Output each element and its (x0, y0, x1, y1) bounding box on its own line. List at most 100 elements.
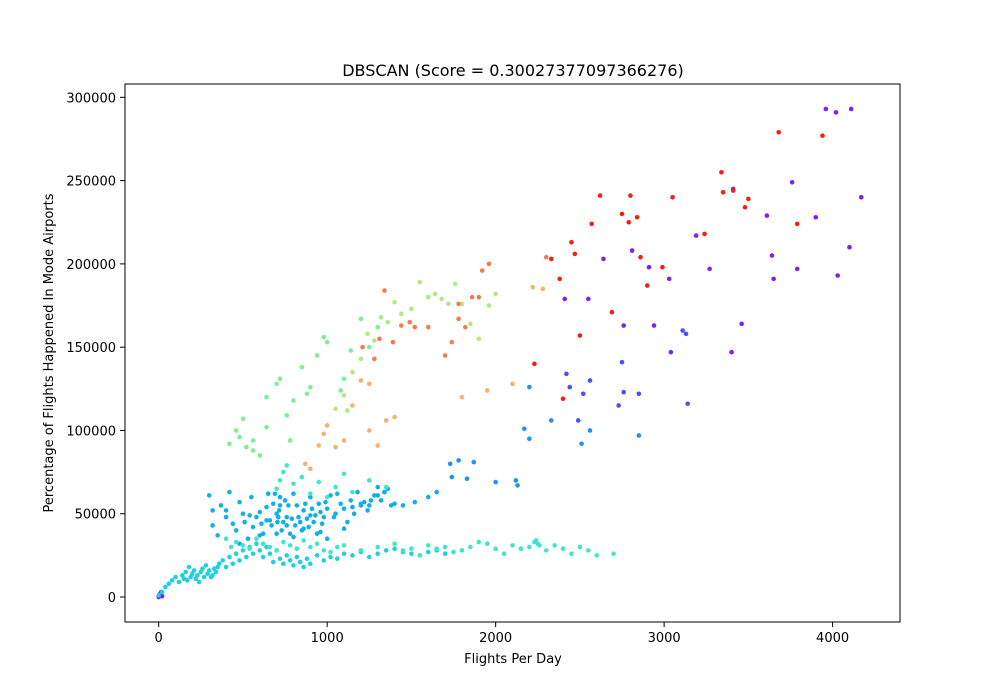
scatter-point (244, 444, 249, 450)
scatter-point (341, 506, 347, 512)
scatter-point (366, 344, 372, 350)
scatter-point (366, 428, 372, 433)
scatter-point (400, 548, 406, 553)
scatter-point (518, 546, 524, 552)
scatter-point (314, 353, 320, 358)
scatter-point (382, 489, 387, 495)
scatter-point (309, 506, 315, 512)
scatter-point (185, 578, 190, 583)
scatter-point (267, 544, 273, 550)
scatter-point (660, 264, 665, 270)
scatter-point (206, 493, 212, 498)
scatter-point (532, 361, 537, 367)
scatter-point (250, 438, 256, 443)
scatter-point (308, 466, 313, 472)
scatter-point (619, 211, 625, 217)
scatter-point (324, 506, 330, 512)
scatter-point (279, 528, 284, 533)
scatter-point (587, 378, 593, 383)
scatter-point (264, 394, 269, 400)
scatter-point (276, 514, 281, 520)
scatter-point (392, 541, 397, 547)
scatter-point (334, 491, 340, 497)
scatter-point (586, 296, 591, 302)
y-tick-label: 200000 (66, 258, 116, 273)
scatter-point (250, 551, 256, 557)
scatter-point (333, 444, 338, 450)
scatter-point (769, 253, 775, 258)
scatter-point (297, 519, 303, 525)
x-axis-ticks: 0 1000 2000 3000 4000 (155, 622, 849, 646)
scatter-point (308, 494, 313, 500)
scatter-point (388, 503, 394, 508)
scatter-point (368, 498, 374, 503)
scatter-point (434, 546, 439, 552)
scatter-point (323, 499, 328, 505)
x-tick-label: 4000 (816, 631, 849, 646)
scatter-point (543, 254, 549, 260)
scatter-point (306, 524, 311, 530)
scatter-point (260, 554, 266, 560)
scatter-point (254, 541, 259, 547)
scatter-point (707, 266, 712, 272)
scatter-point (240, 543, 246, 548)
scatter-point (314, 541, 320, 547)
scatter-point (392, 414, 397, 420)
scatter-point (341, 438, 347, 443)
scatter-point (186, 564, 192, 570)
scatter-point (218, 503, 224, 508)
scatter-point (392, 546, 397, 552)
scatter-point (291, 534, 296, 540)
scatter-point (358, 378, 364, 383)
scatter-point (446, 301, 451, 307)
scatter-point (287, 558, 293, 563)
scatter-point (254, 514, 259, 520)
scatter-point (237, 434, 242, 440)
scatter-point (287, 543, 293, 548)
scatter-point (685, 401, 691, 407)
x-tick-label: 3000 (648, 631, 681, 646)
scatter-point (265, 491, 271, 497)
scatter-point (626, 219, 632, 225)
scatter-point (156, 593, 161, 598)
scatter-point (680, 328, 685, 333)
scatter-point (580, 391, 586, 397)
scatter-point (746, 196, 751, 202)
scatter-point (442, 353, 448, 358)
scatter-point (321, 334, 327, 340)
scatter-point (334, 556, 340, 562)
x-tick-label: 2000 (479, 631, 512, 646)
scatter-point (486, 303, 492, 308)
scatter-point (638, 254, 643, 260)
scatter-point (249, 494, 254, 500)
scatter-point (425, 494, 431, 500)
scatter-point (375, 544, 381, 550)
scatter-point (301, 508, 306, 513)
scatter-point (297, 559, 303, 565)
scatter-point (213, 569, 219, 575)
scatter-point (350, 489, 355, 495)
scatter-point (720, 189, 726, 195)
scatter-point (299, 474, 305, 480)
scatter-point (244, 554, 249, 560)
scatter-point (636, 391, 642, 397)
scatter-point (350, 553, 355, 558)
scatter-point (274, 548, 279, 553)
scatter-point (324, 423, 330, 428)
scatter-point (257, 509, 263, 515)
scatter-point (646, 264, 652, 270)
scatter-point (548, 418, 554, 423)
scatter-point (264, 424, 269, 430)
scatter-point (575, 418, 581, 423)
scatter-point (328, 549, 333, 555)
scatter-point (456, 301, 461, 307)
scatter-point (702, 231, 707, 237)
scatter-point (372, 356, 377, 362)
scatter-point (318, 529, 323, 535)
scatter-point (366, 478, 372, 483)
scatter-point (569, 551, 574, 557)
scatter-point (594, 553, 600, 558)
plot-frame (124, 83, 901, 623)
scatter-point (321, 514, 327, 520)
scatter-point (301, 564, 306, 570)
